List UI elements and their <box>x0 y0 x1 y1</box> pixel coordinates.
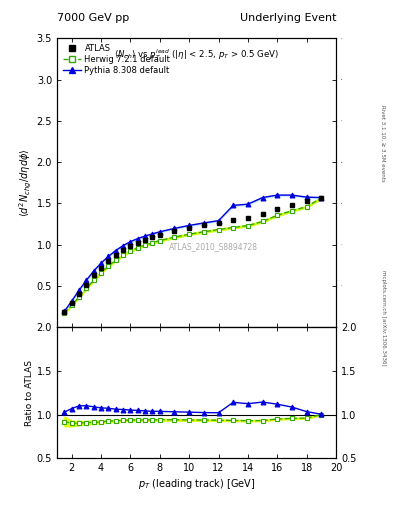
Y-axis label: $\langle d^2 N_{chg}/d\eta d\phi \rangle$: $\langle d^2 N_{chg}/d\eta d\phi \rangle… <box>18 148 34 217</box>
Text: $\langle N_{ch} \rangle$ vs $p_T^{lead}$ (|$\eta$| < 2.5, $p_T$ > 0.5 GeV): $\langle N_{ch} \rangle$ vs $p_T^{lead}$… <box>114 47 279 62</box>
X-axis label: $p_T$ (leading track) [GeV]: $p_T$ (leading track) [GeV] <box>138 477 255 492</box>
Text: 7000 GeV pp: 7000 GeV pp <box>57 13 129 23</box>
Legend: ATLAS, Herwig 7.2.1 default, Pythia 8.308 default: ATLAS, Herwig 7.2.1 default, Pythia 8.30… <box>59 41 174 79</box>
Y-axis label: Ratio to ATLAS: Ratio to ATLAS <box>25 359 34 425</box>
Text: ATLAS_2010_S8894728: ATLAS_2010_S8894728 <box>169 242 258 251</box>
Text: mcplots.cern.ch [arXiv:1306.3436]: mcplots.cern.ch [arXiv:1306.3436] <box>381 270 386 365</box>
Text: Underlying Event: Underlying Event <box>239 13 336 23</box>
Text: Rivet 3.1.10, ≥ 3.5M events: Rivet 3.1.10, ≥ 3.5M events <box>381 105 386 182</box>
